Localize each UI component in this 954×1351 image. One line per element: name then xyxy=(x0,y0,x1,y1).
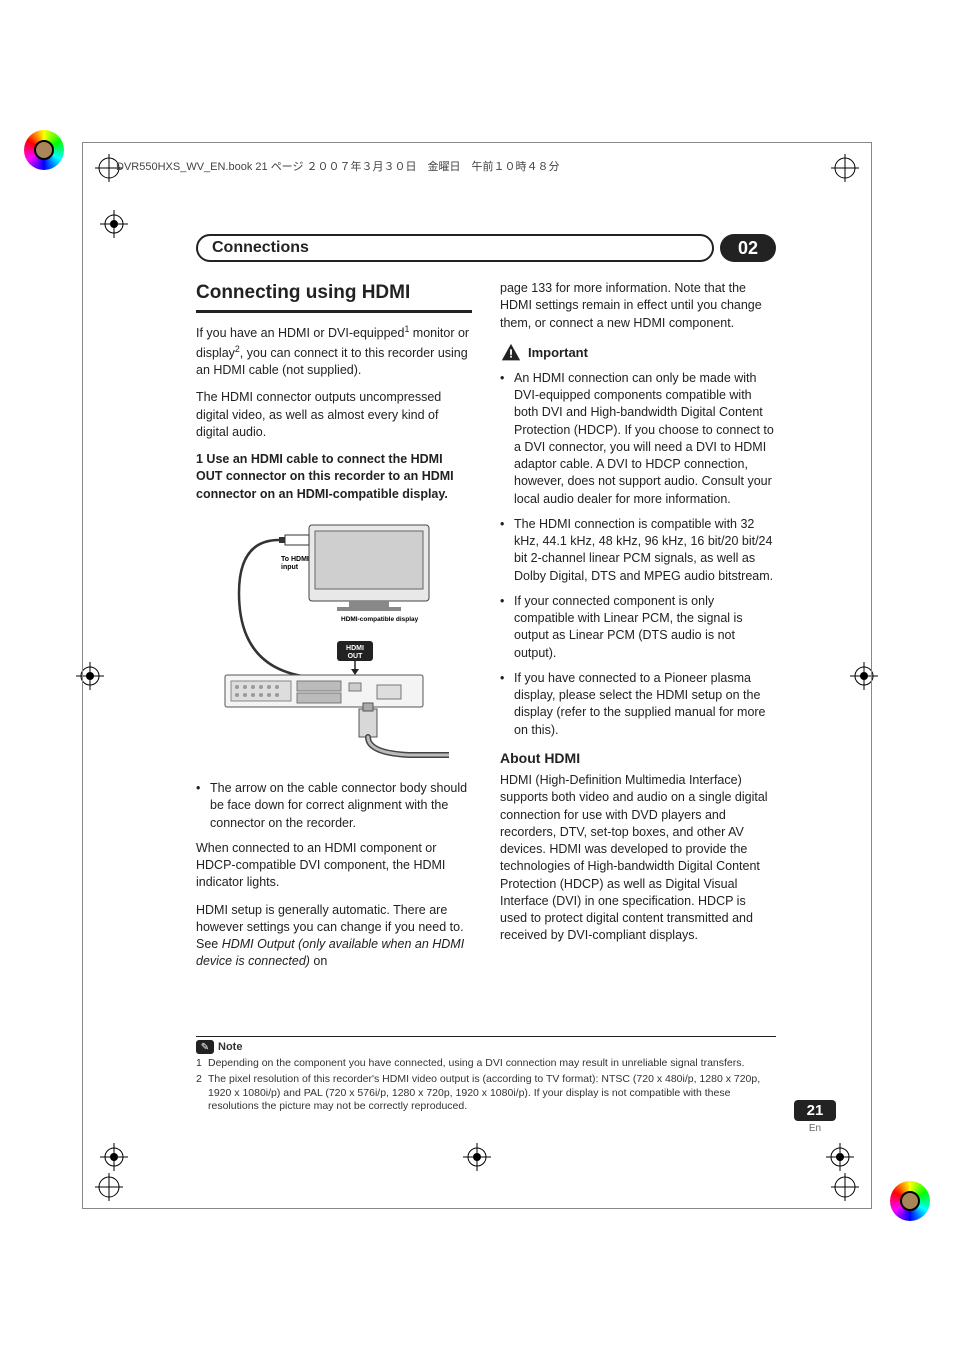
svg-text:HDMI: HDMI xyxy=(346,645,364,652)
important-heading: Important xyxy=(500,342,776,364)
text-italic: HDMI Output (only available when an HDMI… xyxy=(196,937,464,968)
page-badge: 21 En xyxy=(794,1100,836,1134)
section-number: 02 xyxy=(720,234,776,262)
para-intro: If you have an HDMI or DVI-equipped1 mon… xyxy=(196,323,472,379)
page-language: En xyxy=(794,1123,836,1134)
bullet-icon: • xyxy=(196,780,210,832)
file-header: DVR550HXS_WV_EN.book 21 ページ ２００７年３月３０日 金… xyxy=(116,158,838,174)
svg-text:To HDMI: To HDMI xyxy=(281,556,309,563)
heading-about-hdmi: About HDMI xyxy=(500,749,776,768)
section-title: Connections xyxy=(196,234,714,262)
color-wheel-tl xyxy=(24,130,64,170)
bullet-text: The HDMI connection is compatible with 3… xyxy=(514,516,776,585)
footnote-1: 1 Depending on the component you have co… xyxy=(196,1057,776,1071)
para-continuation: page 133 for more information. Note that… xyxy=(500,280,776,332)
text: If you have an HDMI or DVI-equipped xyxy=(196,326,404,340)
connection-diagram: To HDMI input HDMI-compatible display HD… xyxy=(219,513,449,768)
note-header: ✎ Note xyxy=(196,1036,776,1054)
text: on xyxy=(310,954,327,968)
step-1: 1 Use an HDMI cable to connect the HDMI … xyxy=(196,451,472,503)
important-item-1: • An HDMI connection can only be made wi… xyxy=(500,370,776,508)
svg-text:input: input xyxy=(281,564,299,571)
right-column: page 133 for more information. Note that… xyxy=(500,280,776,981)
footnote-num: 1 xyxy=(196,1057,208,1071)
footnote-text: Depending on the component you have conn… xyxy=(208,1057,744,1071)
important-item-3: • If your connected component is only co… xyxy=(500,593,776,662)
footnote-num: 2 xyxy=(196,1073,208,1114)
bullet-text: The arrow on the cable connector body sh… xyxy=(210,780,472,832)
bullet-arrow-alignment: • The arrow on the cable connector body … xyxy=(196,780,472,832)
footnote-2: 2 The pixel resolution of this recorder'… xyxy=(196,1073,776,1114)
svg-text:HDMI-compatible display: HDMI-compatible display xyxy=(341,616,419,623)
bullet-icon: • xyxy=(500,670,514,739)
para-indicator: When connected to an HDMI component or H… xyxy=(196,840,472,892)
warning-icon xyxy=(500,342,522,364)
important-label: Important xyxy=(528,344,588,362)
para-about-hdmi: HDMI (High-Definition Multimedia Interfa… xyxy=(500,772,776,945)
note-label: Note xyxy=(218,1040,242,1054)
footnote-text: The pixel resolution of this recorder's … xyxy=(208,1073,776,1114)
important-item-2: • The HDMI connection is compatible with… xyxy=(500,516,776,585)
left-column: Connecting using HDMI If you have an HDM… xyxy=(196,280,472,981)
note-icon: ✎ xyxy=(196,1040,214,1054)
para-setup-auto: HDMI setup is generally automatic. There… xyxy=(196,902,472,971)
heading-connecting-hdmi: Connecting using HDMI xyxy=(196,280,472,313)
para-connector-outputs: The HDMI connector outputs uncompressed … xyxy=(196,389,472,441)
bullet-icon: • xyxy=(500,370,514,508)
bullet-icon: • xyxy=(500,593,514,662)
bullet-text: An HDMI connection can only be made with… xyxy=(514,370,776,508)
bullet-text: If your connected component is only comp… xyxy=(514,593,776,662)
important-item-4: • If you have connected to a Pioneer pla… xyxy=(500,670,776,739)
section-tab: Connections 02 xyxy=(196,234,776,262)
color-wheel-br xyxy=(890,1181,930,1221)
page-number: 21 xyxy=(794,1100,836,1121)
svg-text:OUT: OUT xyxy=(348,653,364,660)
bullet-text: If you have connected to a Pioneer plasm… xyxy=(514,670,776,739)
bullet-icon: • xyxy=(500,516,514,585)
page-content: Connections 02 Connecting using HDMI If … xyxy=(196,234,776,981)
footnotes: ✎ Note 1 Depending on the component you … xyxy=(196,1036,776,1116)
